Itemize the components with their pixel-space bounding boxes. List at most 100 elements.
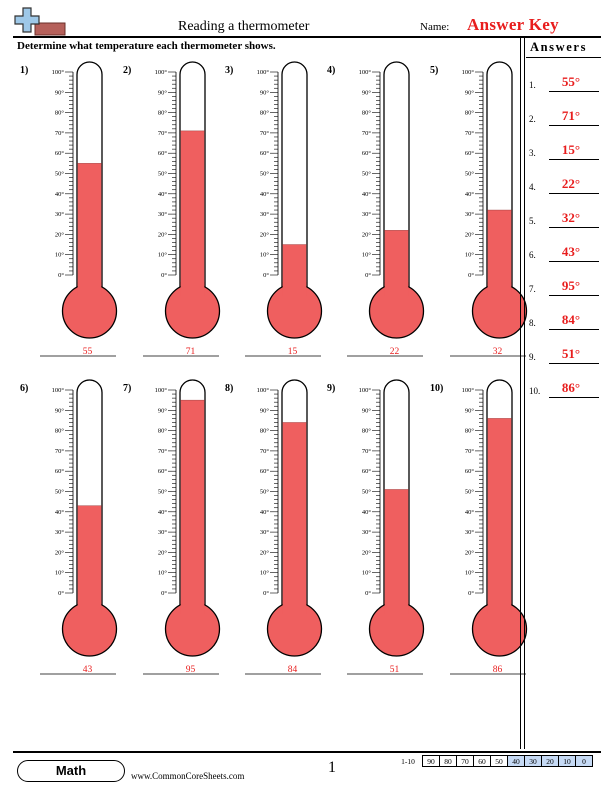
tick-label: 60° xyxy=(158,150,168,157)
problem-label: 2) xyxy=(123,65,131,76)
answer-row: 7. 95° xyxy=(529,275,599,297)
answer-line xyxy=(549,159,599,160)
tick-label: 0° xyxy=(468,590,474,597)
answer-row: 5. 32° xyxy=(529,207,599,229)
tick-label: 10° xyxy=(260,252,270,259)
tick-label: 30° xyxy=(260,211,270,218)
tick-label: 10° xyxy=(55,252,65,259)
tick-label: 90° xyxy=(465,89,475,96)
score-cell: 90 xyxy=(422,755,440,767)
tick-label: 90° xyxy=(362,407,372,414)
tick-label: 60° xyxy=(465,150,475,157)
score-cell: 40 xyxy=(507,755,525,767)
bulb-neck xyxy=(282,600,307,614)
tick-label: 60° xyxy=(55,150,65,157)
tick-label: 10° xyxy=(465,252,475,259)
answer-row: 2. 71° xyxy=(529,105,599,127)
written-answer: 84 xyxy=(288,665,298,675)
tick-label: 80° xyxy=(260,428,270,435)
tick-label: 100° xyxy=(155,69,168,76)
tick-label: 60° xyxy=(465,468,475,475)
score-cell: 70 xyxy=(456,755,474,767)
tick-label: 60° xyxy=(260,150,270,157)
tick-label: 100° xyxy=(52,69,65,76)
tick-label: 40° xyxy=(158,509,168,516)
answer-number: 10. xyxy=(529,386,541,396)
written-answer: 51 xyxy=(390,665,400,675)
tick-label: 40° xyxy=(55,509,65,516)
page-number: 1 xyxy=(328,759,336,776)
written-answer: 55 xyxy=(83,347,93,357)
tick-label: 50° xyxy=(465,489,475,496)
answer-row: 8. 84° xyxy=(529,309,599,331)
tick-label: 40° xyxy=(465,191,475,198)
tick-label: 50° xyxy=(260,171,270,178)
tick-label: 20° xyxy=(465,549,475,556)
tick-label: 90° xyxy=(260,89,270,96)
score-cell: 0 xyxy=(575,755,593,767)
problem-label: 5) xyxy=(430,65,438,76)
tick-label: 20° xyxy=(362,549,372,556)
score-cell: 20 xyxy=(541,755,559,767)
written-answer: 71 xyxy=(186,347,196,357)
site-url: www.CommonCoreSheets.com xyxy=(131,771,245,781)
tick-label: 30° xyxy=(465,211,475,218)
tick-label: 70° xyxy=(260,130,270,137)
tick-label: 40° xyxy=(362,191,372,198)
answer-value: 51° xyxy=(561,346,581,361)
tick-label: 0° xyxy=(58,272,64,279)
logo-icon xyxy=(14,7,66,36)
answer-number: 4. xyxy=(529,182,536,192)
problem-label: 7) xyxy=(123,383,131,394)
answer-value: 71° xyxy=(561,108,581,123)
tick-label: 20° xyxy=(362,231,372,238)
tick-label: 90° xyxy=(465,407,475,414)
bulb-neck xyxy=(77,282,102,296)
tick-label: 100° xyxy=(359,69,372,76)
tick-label: 40° xyxy=(55,191,65,198)
tick-label: 0° xyxy=(365,590,371,597)
tick-label: 80° xyxy=(465,428,475,435)
score-cell: 30 xyxy=(524,755,542,767)
tick-label: 70° xyxy=(465,448,475,455)
written-answer: 43 xyxy=(83,665,93,675)
answer-number: 1. xyxy=(529,80,536,90)
tick-label: 80° xyxy=(158,428,168,435)
tick-label: 60° xyxy=(158,468,168,475)
answer-number: 8. xyxy=(529,318,536,328)
tick-label: 80° xyxy=(465,110,475,117)
tick-label: 80° xyxy=(55,110,65,117)
tick-label: 10° xyxy=(55,570,65,577)
mercury-column xyxy=(384,489,409,629)
written-answer: 22 xyxy=(390,347,400,357)
tick-label: 60° xyxy=(362,150,372,157)
tick-label: 10° xyxy=(465,570,475,577)
answer-number: 5. xyxy=(529,216,536,226)
tick-label: 70° xyxy=(158,448,168,455)
answer-value: 86° xyxy=(561,380,581,395)
tick-label: 80° xyxy=(260,110,270,117)
written-answer: 86 xyxy=(493,665,503,675)
tick-label: 40° xyxy=(465,509,475,516)
answer-row: 3. 15° xyxy=(529,139,599,161)
problem-label: 8) xyxy=(225,383,233,394)
answers-rule xyxy=(526,57,601,58)
tick-label: 20° xyxy=(465,231,475,238)
answer-value: 32° xyxy=(561,210,581,225)
tick-label: 20° xyxy=(260,549,270,556)
problem-label: 3) xyxy=(225,65,233,76)
tick-label: 50° xyxy=(260,489,270,496)
answer-row: 6. 43° xyxy=(529,241,599,263)
score-cell: 80 xyxy=(439,755,457,767)
answer-value: 55° xyxy=(561,74,581,89)
tick-label: 80° xyxy=(55,428,65,435)
tick-label: 30° xyxy=(362,529,372,536)
tick-label: 20° xyxy=(158,231,168,238)
tick-label: 50° xyxy=(55,171,65,178)
tick-label: 90° xyxy=(158,89,168,96)
tick-label: 70° xyxy=(362,448,372,455)
header-rule xyxy=(13,36,601,38)
tick-label: 20° xyxy=(55,549,65,556)
answer-line xyxy=(549,193,599,194)
